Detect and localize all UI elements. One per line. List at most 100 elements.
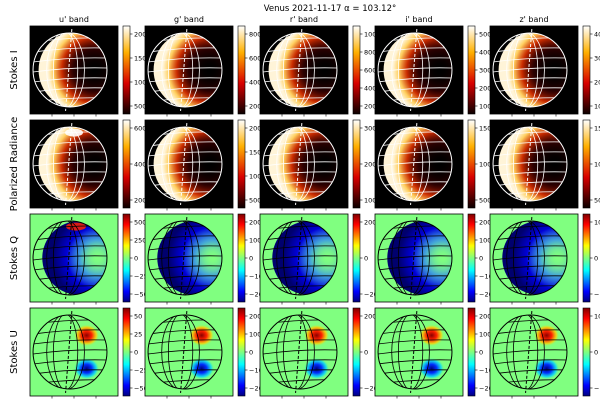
panel: 500 250 0 −250 −500 xyxy=(29,213,152,305)
colorbar xyxy=(467,213,476,303)
colorbar xyxy=(122,213,131,303)
colorbar-tick-label: −100 xyxy=(594,384,600,392)
planet-limb xyxy=(147,126,223,202)
colorbar-tick-label: 10000 xyxy=(134,78,155,86)
central-meridian xyxy=(525,217,533,299)
colorbar-tick-label: 100 xyxy=(479,330,491,338)
row-label: Stokes Q xyxy=(9,236,20,280)
colorbar-tick-label: 20000 xyxy=(134,30,155,38)
colorbar xyxy=(582,307,591,397)
colorbar-tick-label: 30000 xyxy=(479,66,500,74)
colorbar xyxy=(237,25,246,115)
colorbar-tick-label: 1000 xyxy=(479,236,496,244)
colorbar-tick-label: 0 xyxy=(594,254,598,262)
chart-title: Venus 2021-11-17 α = 103.12° xyxy=(264,4,397,14)
central-meridian xyxy=(410,123,418,205)
panel: 200 100 0 −100 −200 xyxy=(144,307,267,399)
colorbar xyxy=(582,25,591,115)
central-meridian xyxy=(410,311,418,393)
colorbar-tick-label: 20000 xyxy=(594,78,600,86)
colorbar-tick-label: 2000 xyxy=(364,218,381,226)
panel: 10000080000600004000020000 xyxy=(259,25,389,117)
negative-q-region xyxy=(502,221,567,295)
planet-limb xyxy=(492,32,568,108)
colorbar xyxy=(582,213,591,303)
colorbar xyxy=(467,25,476,115)
panel: 1500 1000 500 xyxy=(374,119,496,211)
colorbar-tick-label: 1000 xyxy=(479,160,496,168)
colorbar-tick-label: 500 xyxy=(479,196,491,204)
negative-u-lobe xyxy=(188,357,215,380)
colorbar-tick-label: 250 xyxy=(134,236,146,244)
planet-limb xyxy=(262,126,338,202)
planet-limb xyxy=(32,314,108,390)
colorbar-tick-label: 40000 xyxy=(364,84,385,92)
planet-limb xyxy=(377,32,453,108)
colorbar-tick-label: 40000 xyxy=(249,78,270,86)
row-label: Stokes I xyxy=(9,50,20,89)
colorbar-tick-label: 0 xyxy=(364,254,368,262)
colorbar-tick-label: 600 xyxy=(134,124,146,132)
negative-u-lobe xyxy=(303,357,330,380)
colorbar-tick-label: 1000 xyxy=(594,160,600,168)
panel: 1000 0 −1000 xyxy=(489,213,600,305)
colorbar-tick-label: 1500 xyxy=(249,148,266,156)
colorbar-tick-label: 5000 xyxy=(134,102,151,110)
planet-limb xyxy=(377,126,453,202)
negative-q-region xyxy=(42,221,107,295)
panel-image xyxy=(144,307,234,397)
central-meridian xyxy=(295,123,303,205)
colorbar-tick-label: 0 xyxy=(479,254,483,262)
colorbar xyxy=(237,213,246,303)
colorbar-tick-label: 2000 xyxy=(364,160,381,168)
colorbar xyxy=(352,25,361,115)
central-meridian xyxy=(525,311,533,393)
colorbar-tick-label: 40000 xyxy=(594,30,600,38)
colorbar-tick-label: 0 xyxy=(364,348,368,356)
colorbar-tick-label: 50 xyxy=(134,312,142,320)
colorbar-tick-label: 1000 xyxy=(249,236,266,244)
central-meridian xyxy=(65,217,73,299)
planet-limb xyxy=(492,314,568,390)
central-meridian xyxy=(65,29,73,111)
colorbar-tick-label: 10000 xyxy=(479,102,500,110)
band-label: z' band xyxy=(519,15,548,24)
colorbar xyxy=(352,213,361,303)
negative-u-lobe xyxy=(533,357,560,380)
panel-grid: 2000015000100005000800006000040000200001… xyxy=(29,25,600,399)
colorbar-tick-label: 1000 xyxy=(594,218,600,226)
band-label: i' band xyxy=(405,15,432,24)
central-meridian xyxy=(295,29,303,111)
colorbar-tick-label: 200 xyxy=(364,312,376,320)
central-meridian xyxy=(180,217,188,299)
colorbar xyxy=(467,119,476,209)
planet-limb xyxy=(147,314,223,390)
colorbar-tick-label: 10000 xyxy=(594,102,600,110)
colorbar-tick-label: 0 xyxy=(249,348,253,356)
colorbar-tick-label: −25 xyxy=(134,366,148,374)
planet-limb xyxy=(492,220,568,296)
colorbar-tick-label: −200 xyxy=(364,384,382,392)
planet-limb xyxy=(262,314,338,390)
colorbar xyxy=(122,119,131,209)
panel: 20000−2000 xyxy=(259,213,386,305)
planet-limb xyxy=(147,32,223,108)
panel-image xyxy=(29,307,119,397)
planet-limb xyxy=(262,220,338,296)
panel: 1500 1000 500 xyxy=(489,119,600,211)
colorbar-tick-label: 500 xyxy=(134,218,146,226)
colorbar-tick-label: 2000 xyxy=(249,218,266,226)
panel: 200 100 0 −100 −200 xyxy=(374,307,497,399)
colorbar-tick-label: 0 xyxy=(594,348,598,356)
panel: 2000 1500 1000 500 xyxy=(144,119,266,211)
colorbar-tick-label: 1000 xyxy=(364,196,381,204)
planet-limb xyxy=(32,126,108,202)
row-labels: Stokes I Polarized Radiance Stokes Q Stokes… xyxy=(9,50,20,374)
colorbar-tick-label: 80000 xyxy=(249,30,270,38)
colorbar xyxy=(352,307,361,397)
central-meridian xyxy=(410,29,418,111)
colorbar-tick-label: 0 xyxy=(134,254,138,262)
band-label: g' band xyxy=(174,15,204,24)
negative-q-region xyxy=(157,221,222,295)
